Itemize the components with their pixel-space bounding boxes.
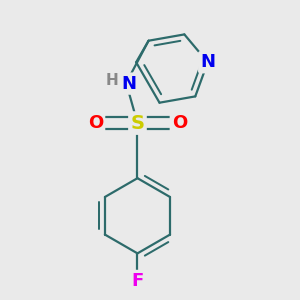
- Text: N: N: [121, 75, 136, 93]
- Text: H: H: [106, 73, 119, 88]
- Text: F: F: [131, 272, 144, 290]
- Text: S: S: [130, 114, 145, 133]
- Text: O: O: [172, 114, 187, 132]
- Text: O: O: [88, 114, 103, 132]
- Text: N: N: [200, 53, 215, 71]
